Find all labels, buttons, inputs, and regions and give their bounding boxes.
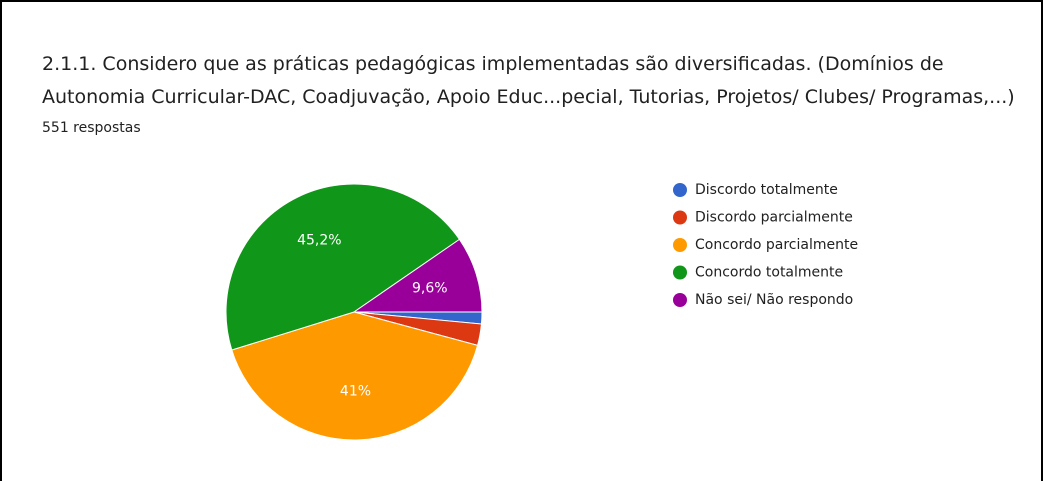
- pie-slice: [231, 311, 479, 441]
- legend-label: Concordo parcialmente: [695, 237, 858, 253]
- chart-subtitle: 551 respostas: [42, 120, 141, 136]
- legend-swatch: [673, 293, 687, 307]
- legend-swatch: [673, 238, 687, 252]
- legend-swatch: [673, 183, 687, 197]
- legend-label: Concordo totalmente: [695, 265, 843, 281]
- chart-title: 2.1.1. Considero que as práticas pedagóg…: [42, 53, 1015, 108]
- legend-label: Discordo parcialmente: [695, 210, 853, 226]
- legend-label: Discordo totalmente: [695, 182, 838, 198]
- legend-label: Não sei/ Não respondo: [695, 292, 853, 308]
- data-label: 9,6%: [412, 280, 448, 296]
- legend-swatch: [673, 210, 687, 225]
- pie-slice: [225, 183, 461, 351]
- data-label: 41%: [340, 383, 371, 399]
- legend-swatch: [673, 265, 687, 280]
- data-label: 45,2%: [297, 233, 341, 249]
- pie-slice: [352, 238, 483, 313]
